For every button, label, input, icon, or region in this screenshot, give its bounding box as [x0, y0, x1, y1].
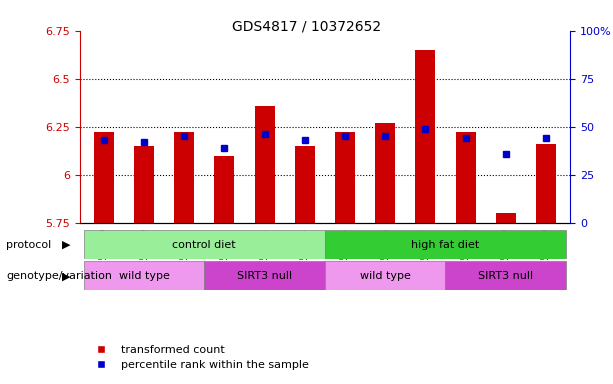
FancyBboxPatch shape: [84, 261, 204, 290]
Text: high fat diet: high fat diet: [411, 240, 479, 250]
FancyBboxPatch shape: [325, 230, 566, 259]
Bar: [536, 144, 556, 223]
FancyBboxPatch shape: [84, 230, 325, 259]
Bar: [254, 106, 275, 223]
Text: GDS4817 / 10372652: GDS4817 / 10372652: [232, 19, 381, 33]
Text: ▶: ▶: [62, 240, 70, 250]
FancyBboxPatch shape: [325, 261, 446, 290]
FancyBboxPatch shape: [204, 261, 325, 290]
Legend: transformed count, percentile rank within the sample: transformed count, percentile rank withi…: [85, 340, 313, 375]
Text: SIRT3 null: SIRT3 null: [478, 270, 533, 281]
Text: control diet: control diet: [172, 240, 236, 250]
Bar: [416, 50, 435, 223]
Bar: [94, 132, 114, 223]
Bar: [174, 132, 194, 223]
Text: SIRT3 null: SIRT3 null: [237, 270, 292, 281]
Bar: [215, 156, 234, 223]
Bar: [335, 132, 355, 223]
Bar: [375, 123, 395, 223]
Text: wild type: wild type: [360, 270, 411, 281]
FancyBboxPatch shape: [446, 261, 566, 290]
Text: wild type: wild type: [118, 270, 169, 281]
Bar: [295, 146, 315, 223]
Bar: [134, 146, 154, 223]
Text: ▶: ▶: [62, 271, 70, 281]
Text: protocol: protocol: [6, 240, 51, 250]
Bar: [496, 213, 516, 223]
Text: genotype/variation: genotype/variation: [6, 271, 112, 281]
Bar: [455, 132, 476, 223]
